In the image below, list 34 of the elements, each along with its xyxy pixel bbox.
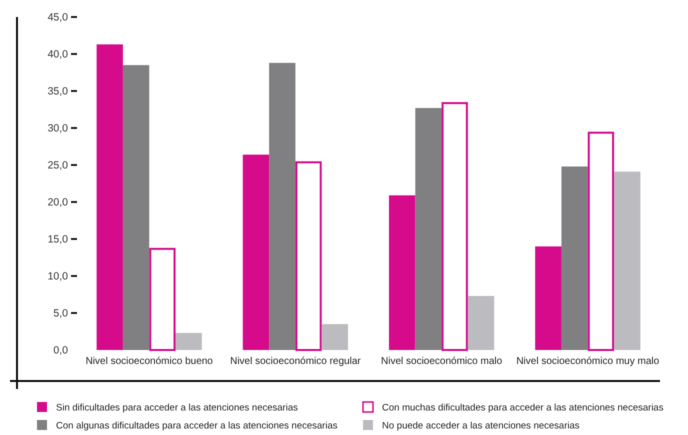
bar (176, 332, 202, 350)
bar (242, 154, 270, 350)
bar (588, 132, 614, 351)
x-tick-label: Nivel socioeconómico muy malo (516, 356, 660, 367)
bar (388, 195, 416, 350)
bar (149, 248, 176, 351)
bar (122, 65, 150, 350)
x-tick-label: Nivel socioeconómico bueno (86, 356, 214, 367)
y-tick-label: 10,0 (48, 270, 68, 283)
y-tick-label: 30,0 (48, 122, 68, 135)
y-tick-label: 25,0 (48, 160, 68, 172)
y-tick-label: 40,0 (48, 48, 68, 61)
legend-label: Sin dificultades para acceder a las atenciones necesarias (56, 402, 298, 414)
legend-label: Con muchas dificultades para acceder a las atenciones necesarias (382, 402, 664, 414)
x-tick-label: Nivel socioeconómico malo (381, 356, 503, 367)
bar (96, 44, 123, 350)
bar (415, 108, 442, 350)
bar (561, 166, 588, 350)
x-tick-label: Nivel socioeconómico regular (230, 356, 362, 367)
y-tick-label: 45,0 (48, 12, 68, 24)
bar (468, 296, 494, 350)
y-tick-label: 5,0 (53, 308, 68, 320)
bar (614, 172, 640, 350)
bar (269, 62, 296, 350)
bar (442, 102, 468, 351)
legend-label: Con algunas dificultades para acceder a las atenciones necesarias (56, 420, 338, 432)
bar (535, 246, 562, 350)
y-tick-label: 0,0 (53, 344, 68, 357)
y-tick-label: 15,0 (48, 234, 68, 246)
y-tick-label: 20,0 (48, 196, 68, 209)
legend-label: No puede acceder a las atenciones necesarias (382, 420, 580, 432)
bar (322, 324, 348, 350)
bar (295, 161, 322, 351)
y-tick-label: 35,0 (48, 86, 68, 98)
